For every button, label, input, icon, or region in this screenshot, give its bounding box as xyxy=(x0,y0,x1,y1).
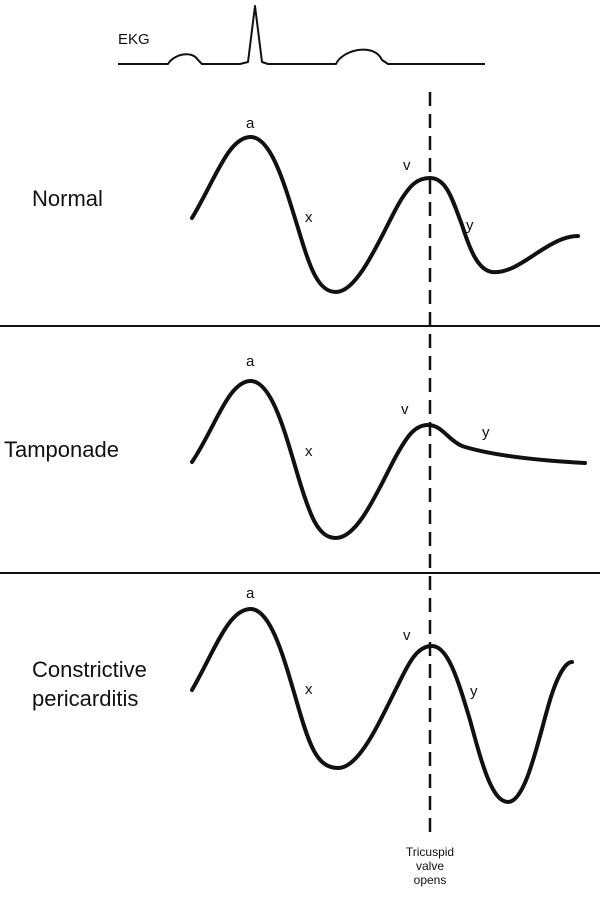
wave-label-v-tamponade: v xyxy=(401,401,409,418)
wave-label-y-tamponade: y xyxy=(482,424,490,441)
wave-label-y-normal: y xyxy=(466,217,474,234)
panel-tamponade: Tamponade a x v y xyxy=(4,353,587,540)
waveform-tamponade xyxy=(190,378,587,540)
panel-label-normal: Normal xyxy=(32,186,103,211)
waveform-normal xyxy=(190,134,580,294)
tricuspid-valve-label-line1: Tricuspid xyxy=(406,845,454,859)
panel-normal: Normal a x v y xyxy=(32,115,580,294)
wave-label-x-normal: x xyxy=(305,209,313,226)
wave-label-y-constrictive: y xyxy=(470,683,478,700)
wave-label-a-tamponade: a xyxy=(246,353,255,370)
tricuspid-valve-label-line3: opens xyxy=(414,873,447,887)
panel-label-constrictive-line1: Constrictive xyxy=(32,657,147,682)
panel-constrictive-pericarditis: Constrictive pericarditis a x v y xyxy=(32,585,574,804)
tricuspid-valve-marker: Tricuspid valve opens xyxy=(406,92,454,887)
wave-label-x-constrictive: x xyxy=(305,681,313,698)
ekg-strip: EKG xyxy=(118,5,485,65)
ekg-trace xyxy=(118,5,485,65)
ekg-label: EKG xyxy=(118,31,150,48)
panel-label-constrictive-line2: pericarditis xyxy=(32,686,138,711)
wave-label-x-tamponade: x xyxy=(305,443,313,460)
waveform-constrictive-pericarditis xyxy=(190,606,574,804)
wave-label-v-normal: v xyxy=(403,157,411,174)
wave-label-v-constrictive: v xyxy=(403,627,411,644)
tricuspid-valve-label-line2: valve xyxy=(416,859,444,873)
wave-label-a-constrictive: a xyxy=(246,585,255,602)
wave-label-a-normal: a xyxy=(246,115,255,132)
panel-label-tamponade: Tamponade xyxy=(4,437,119,462)
